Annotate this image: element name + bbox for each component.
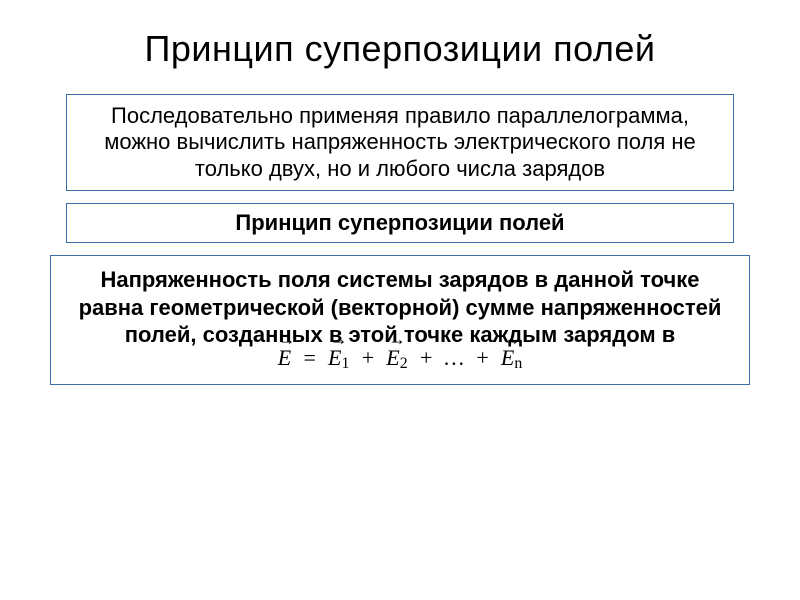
plus-3: + <box>475 345 490 370</box>
superposition-formula: E = E1 + E2 + … + En <box>69 343 731 374</box>
symbol-E2: E <box>386 345 399 370</box>
symbol-E1: E <box>328 345 341 370</box>
equals-sign: = <box>302 345 317 370</box>
plus-1: + <box>360 345 375 370</box>
vector-E: E <box>278 343 291 372</box>
page-title: Принцип суперпозиции полей <box>40 28 760 70</box>
vector-E2: E2 <box>386 343 407 374</box>
definition-box: Напряженность поля системы зарядов в дан… <box>50 255 750 385</box>
vector-E1: E1 <box>328 343 349 374</box>
intro-box: Последовательно применяя правило паралле… <box>66 94 734 191</box>
vector-En: En <box>501 343 522 374</box>
plus-2: + <box>419 345 434 370</box>
principle-label-box: Принцип суперпозиции полей <box>66 203 734 243</box>
sub-n: n <box>514 355 522 372</box>
symbol-E: E <box>278 345 291 370</box>
sub-2: 2 <box>400 355 408 372</box>
sub-1: 1 <box>341 355 349 372</box>
slide: Принцип суперпозиции полей Последователь… <box>0 0 800 600</box>
symbol-En: E <box>501 345 514 370</box>
ellipsis: … <box>444 345 464 370</box>
